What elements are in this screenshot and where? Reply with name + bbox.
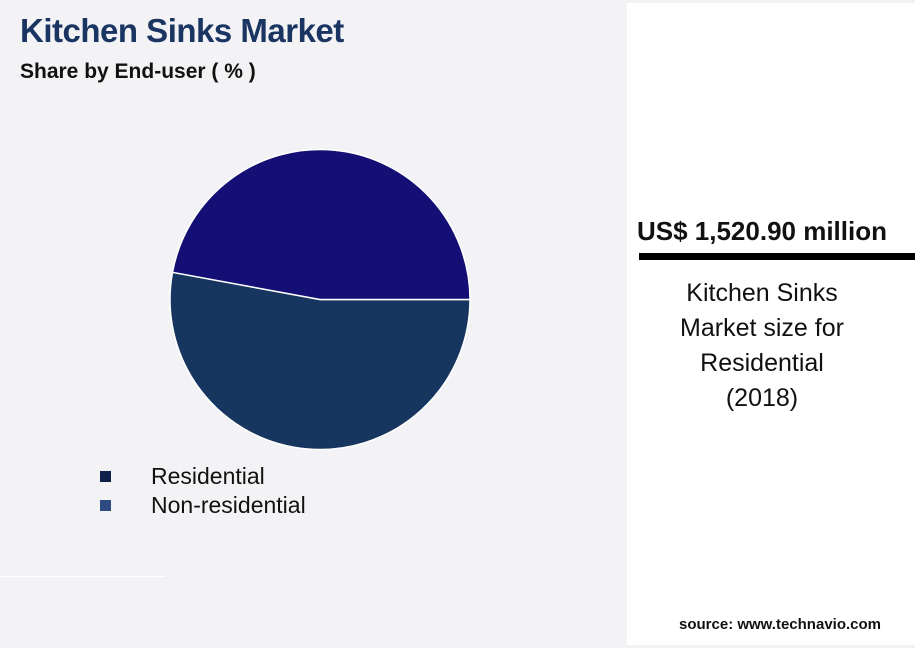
divider (639, 253, 915, 260)
source-text: source: www.technavio.com (679, 616, 881, 633)
pie-slice-residential (169, 271, 471, 451)
legend-label: Residential (151, 463, 265, 489)
pie-chart (169, 148, 471, 451)
market-size-caption: Kitchen Sinks Market size for Residentia… (627, 276, 897, 416)
legend-label: Non-residential (151, 492, 306, 518)
chart-subtitle: Share by End-user ( % ) (20, 60, 256, 83)
divider (0, 576, 165, 577)
info-panel: US$ 1,520.90 million Kitchen Sinks Marke… (627, 3, 915, 645)
legend: Residential Non-residential (100, 462, 306, 520)
caption-line: Residential (700, 349, 824, 377)
legend-swatch (100, 500, 111, 511)
caption-line: (2018) (725, 384, 799, 412)
chart-title: Kitchen Sinks Market (20, 12, 344, 49)
legend-item-non-residential: Non-residential (100, 491, 306, 520)
caption-line: Market size for (680, 314, 844, 342)
legend-item-residential: Residential (100, 462, 306, 491)
market-size-value: US$ 1,520.90 million (636, 216, 887, 246)
caption-line: Kitchen Sinks (686, 279, 838, 307)
pie-slice-non-residential (171, 148, 471, 301)
legend-swatch (100, 471, 111, 482)
